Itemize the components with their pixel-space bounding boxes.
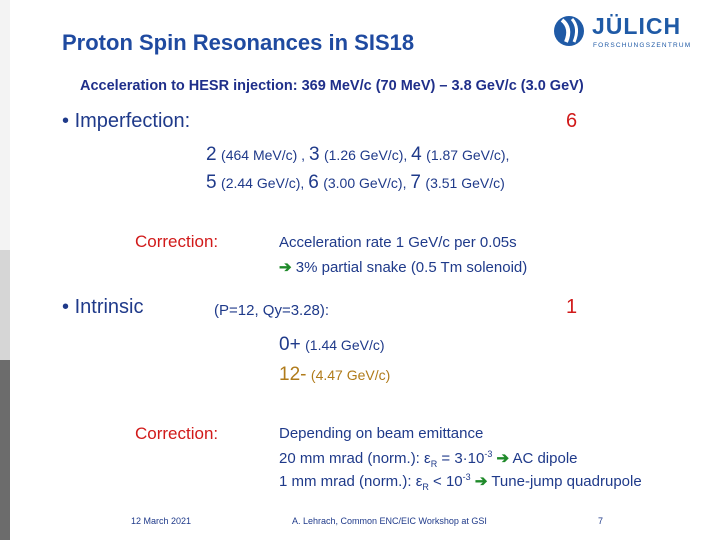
intrinsic-correction-line-2: 20 mm mrad (norm.): εR = 3·10-3 ➔ AC dip… [279,449,578,469]
slide-subtitle: Acceleration to HESR injection: 369 MeV/… [80,78,584,94]
emittance-label: 20 mm mrad (norm.): [279,450,425,467]
exponent: -3 [462,472,471,482]
left-bar-top [0,0,10,250]
arrow-right-icon: ➔ [474,473,488,490]
emittance-label: 1 mm mrad (norm.): [279,473,416,490]
resonance-number: 2 [206,144,217,165]
correction-method: AC dipole [509,450,578,467]
correction-text: 3% partial snake (0.5 Tm solenoid) [295,259,528,276]
intrinsic-resonance-2: 12- (4.47 GeV/c) [279,364,390,386]
imperfection-heading: • Imperfection: [62,110,190,133]
left-bar-bottom [0,360,10,540]
intrinsic-correction-label: Correction: [135,424,219,443]
resonance-strength: = 3·10 [437,450,485,467]
left-bar-mid [0,250,10,360]
logo-name: JÜLICH [592,13,682,39]
resonance-number: 4 [411,144,422,165]
imperfection-line-2: 5 (2.44 GeV/c), 6 (3.00 GeV/c), 7 (3.51 … [206,172,505,194]
logo-tagline: FORSCHUNGSZENTRUM [593,42,692,49]
intrinsic-params: (P=12, Qy=3.28): [214,302,330,319]
resonance-strength: < 10 [428,473,463,490]
resonance-number: 6 [308,172,319,193]
slide-title: Proton Spin Resonances in SIS18 [62,30,415,55]
juelich-logo: JÜLICH FORSCHUNGSZENTRUM [552,12,702,52]
correction-method: Tune-jump quadrupole [487,473,642,490]
resonance-momentum: (3.51 GeV/c) [425,175,505,191]
epsilon-subscript: R [422,482,429,492]
intrinsic-count: 1 [566,296,578,318]
resonance-momentum: (1.44 GeV/c) [305,337,385,353]
resonance-momentum: (2.44 GeV/c), [221,175,309,191]
intrinsic-correction-line-1: Depending on beam emittance [279,425,484,442]
resonance-number: 3 [308,144,320,165]
resonance-momentum: (3.00 GeV/c), [323,175,411,191]
resonance-number: 5 [206,172,217,193]
epsilon-symbol: ε [415,473,423,490]
resonance-momentum: (1.87 GeV/c), [426,147,510,163]
imperfection-label: Imperfection: [74,110,191,132]
footer-author: A. Lehrach, Common ENC/EIC Workshop at G… [292,516,487,526]
imperfection-correction-line-1: Acceleration rate 1 GeV/c per 0.05s [279,234,517,251]
arrow-right-icon: ➔ [496,450,510,467]
intrinsic-correction-line-3: 1 mm mrad (norm.): εR < 10-3 ➔ Tune-jump… [279,472,642,492]
bullet-icon: • [62,110,70,132]
footer-date: 12 March 2021 [131,516,192,526]
imperfection-count: 6 [566,110,578,132]
imperfection-line-1: 2 (464 MeV/c) , 3 (1.26 GeV/c), 4 (1.87 … [206,144,509,166]
arrow-right-icon: ➔ [279,259,292,276]
imperfection-correction-label: Correction: [135,232,219,251]
resonance-momentum: (1.26 GeV/c), [323,147,412,163]
resonance-number: 12- [279,364,307,385]
intrinsic-label: Intrinsic [74,296,144,318]
epsilon-symbol: ε [424,450,431,467]
epsilon-subscript: R [430,459,438,469]
bullet-icon: • [62,296,70,318]
resonance-number: 0+ [279,334,301,355]
resonance-number: 7 [410,172,421,193]
imperfection-correction-line-2: ➔ 3% partial snake (0.5 Tm solenoid) [279,258,527,276]
exponent: -3 [484,449,493,459]
intrinsic-resonance-1: 0+ (1.44 GeV/c) [279,334,385,356]
resonance-momentum: (4.47 GeV/c) [310,367,391,383]
juelich-logo-icon [554,16,584,46]
resonance-momentum: (464 MeV/c) , [221,147,309,163]
footer-page-number: 7 [598,516,604,526]
intrinsic-heading: • Intrinsic [62,296,143,319]
